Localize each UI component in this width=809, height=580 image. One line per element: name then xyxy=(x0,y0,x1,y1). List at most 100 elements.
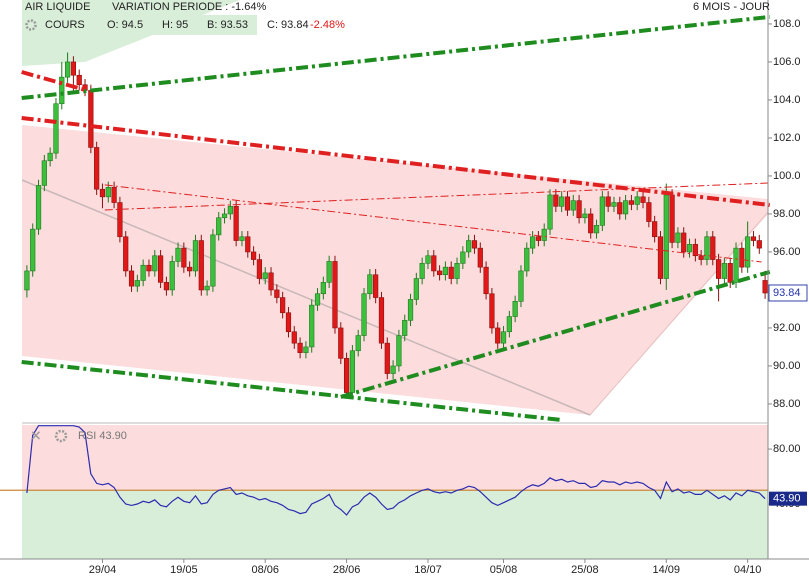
candle-body xyxy=(436,270,443,276)
rsi-line xyxy=(26,425,766,516)
candle-body xyxy=(338,327,344,359)
candle-body xyxy=(471,240,478,249)
candle-body xyxy=(192,240,199,272)
candle-body xyxy=(663,194,669,279)
trendline xyxy=(104,184,762,263)
candle-body xyxy=(210,234,216,287)
candle-body xyxy=(355,335,361,352)
candle-body xyxy=(268,272,274,291)
candle-body xyxy=(489,293,495,329)
candle-body xyxy=(593,225,600,234)
candle-body xyxy=(553,194,559,207)
candle-body xyxy=(35,185,42,230)
candle-body xyxy=(529,236,536,249)
candle-body xyxy=(634,196,640,205)
candle-body xyxy=(41,160,47,186)
candle-body xyxy=(762,280,768,294)
y-tick-label: 102.0 xyxy=(773,132,801,144)
candle-body xyxy=(652,221,658,238)
x-tick-label: 14/09 xyxy=(653,564,681,576)
trendline xyxy=(21,14,770,101)
candle-body xyxy=(617,202,623,215)
candle-body xyxy=(628,200,635,205)
close-label: C: 93.84 xyxy=(267,19,309,31)
candle-body xyxy=(704,236,710,260)
candle-body xyxy=(233,206,239,241)
y-tick-label: 108.0 xyxy=(773,18,801,30)
candle-body xyxy=(256,259,263,279)
candle-body xyxy=(349,350,356,393)
candle-body xyxy=(227,206,233,215)
candle-body xyxy=(698,255,704,260)
candle-body xyxy=(239,236,245,241)
candle-body xyxy=(506,316,512,333)
y-tick-label: 98.00 xyxy=(773,208,801,220)
candle-body xyxy=(198,240,204,291)
y-tick-label: 106.0 xyxy=(773,56,801,68)
candle-body xyxy=(675,232,681,243)
candle-body xyxy=(320,282,326,295)
candle-body xyxy=(216,217,222,236)
candle-body xyxy=(750,236,757,241)
candle-body xyxy=(518,270,524,302)
candle-body xyxy=(70,61,77,76)
x-tick-label: 29/04 xyxy=(89,564,117,576)
high-label: H: 95 xyxy=(162,19,188,31)
candle-body xyxy=(745,236,751,268)
y-tick-label: 104.0 xyxy=(773,94,801,106)
candle-body xyxy=(303,346,309,353)
candle-body xyxy=(94,147,100,190)
candle-body xyxy=(262,272,268,279)
candle-body xyxy=(204,285,210,291)
candle-body xyxy=(250,251,257,260)
candle-body xyxy=(152,255,158,272)
settings-icon[interactable] xyxy=(25,19,37,31)
candle-body xyxy=(547,194,553,230)
candle-body xyxy=(460,251,466,264)
candle-body xyxy=(431,255,437,272)
rsi-tag xyxy=(769,491,807,506)
candle-body xyxy=(646,202,652,222)
candle-body xyxy=(123,236,129,272)
variation: VARIATION PERIODE : -1.64% xyxy=(112,1,266,13)
candle-body xyxy=(146,264,152,272)
candle-body xyxy=(669,194,675,243)
y-tick-label: 100.0 xyxy=(773,170,801,182)
trendline xyxy=(21,70,86,92)
overbought-zone xyxy=(22,425,768,491)
candle-body xyxy=(285,312,292,333)
change-label: -2.48% xyxy=(310,19,345,31)
candle-body xyxy=(59,76,65,105)
candle-body xyxy=(727,263,733,283)
guide-line xyxy=(21,179,591,416)
candle-body xyxy=(309,304,315,348)
info-box xyxy=(22,15,257,35)
x-tick-label: 18/07 xyxy=(414,564,442,576)
candle-body xyxy=(343,358,350,393)
candle-body xyxy=(181,247,187,268)
candle-body xyxy=(373,274,379,298)
candle-body xyxy=(245,236,251,253)
y-tick-label: 92.00 xyxy=(773,322,801,334)
price-tag-label: 93.84 xyxy=(773,287,801,299)
x-tick-label: 05/08 xyxy=(490,564,518,576)
candle-body xyxy=(128,270,135,287)
period: 6 MOIS - JOUR xyxy=(693,1,770,13)
candle-body xyxy=(756,240,762,249)
x-tick-label: 25/08 xyxy=(571,564,599,576)
candle-body xyxy=(425,255,431,264)
candle-body xyxy=(221,213,228,219)
candle-body xyxy=(402,320,408,336)
candle-body xyxy=(495,327,501,344)
settings-icon[interactable] xyxy=(54,429,68,443)
candle-body xyxy=(582,213,588,219)
candle-body xyxy=(466,240,472,253)
x-tick-label: 08/06 xyxy=(251,564,279,576)
close-icon[interactable]: ✕ xyxy=(30,428,42,444)
cours-label: COURS xyxy=(45,19,85,31)
trendline xyxy=(104,182,770,211)
y-tick-label: 96.00 xyxy=(773,246,801,258)
candle-body xyxy=(483,266,489,295)
candle-body xyxy=(384,342,390,374)
